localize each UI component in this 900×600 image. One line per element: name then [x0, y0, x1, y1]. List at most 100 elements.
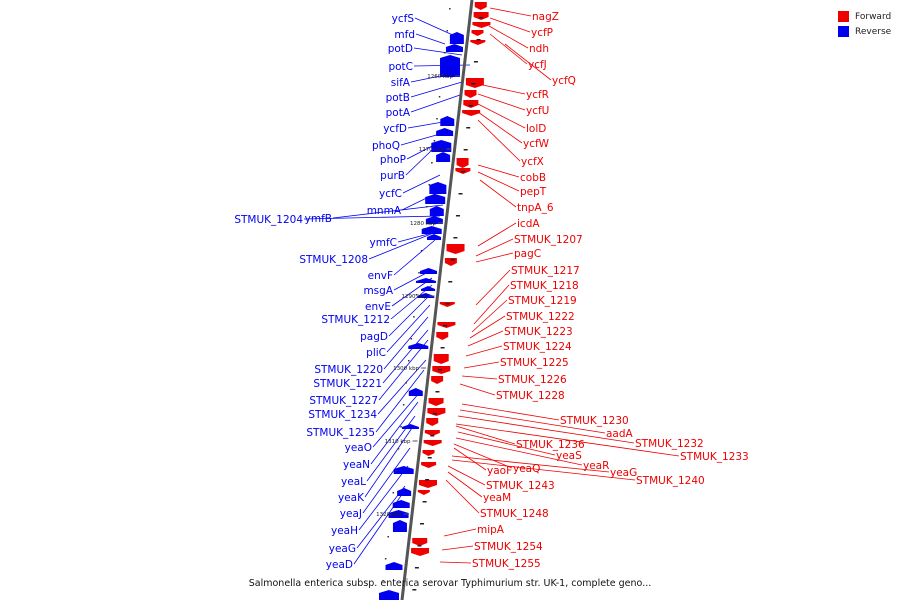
forward-gene-label[interactable]: yeaS: [556, 450, 582, 462]
forward-gene-label[interactable]: STMUK_1228: [496, 390, 565, 402]
forward-feature[interactable]: [412, 538, 428, 546]
forward-feature[interactable]: [431, 376, 444, 384]
forward-gene-label[interactable]: ycfX: [521, 156, 544, 168]
reverse-gene-label[interactable]: yeaN: [343, 459, 370, 471]
reverse-gene-label[interactable]: envE: [365, 301, 391, 313]
reverse-gene-label[interactable]: STMUK_1208: [299, 254, 368, 266]
forward-gene-label[interactable]: yaoF: [487, 465, 512, 477]
reverse-gene-label[interactable]: STMUK_1221: [313, 378, 382, 390]
reverse-gene-label[interactable]: STMUK_1204: [234, 214, 303, 226]
reverse-feature[interactable]: [440, 116, 455, 126]
forward-gene-label[interactable]: STMUK_1226: [498, 374, 567, 386]
reverse-gene-label[interactable]: STMUK_1234: [308, 409, 377, 421]
reverse-gene-label[interactable]: STMUK_1220: [314, 364, 383, 376]
reverse-gene-label[interactable]: potB: [386, 92, 410, 104]
forward-gene-label[interactable]: tnpA_6: [517, 202, 554, 214]
reverse-feature[interactable]: [429, 182, 447, 194]
reverse-gene-label[interactable]: yeaJ: [340, 508, 362, 520]
reverse-feature[interactable]: [425, 216, 443, 224]
reverse-gene-label[interactable]: potA: [386, 107, 411, 119]
reverse-feature[interactable]: [436, 152, 451, 162]
forward-gene-label[interactable]: yeaQ: [513, 463, 540, 475]
reverse-gene-label[interactable]: yeaH: [331, 525, 358, 537]
forward-gene-label[interactable]: yeaG: [610, 467, 637, 479]
forward-gene-label[interactable]: yeaR: [583, 460, 609, 472]
forward-gene-label[interactable]: lolD: [526, 123, 546, 135]
reverse-feature[interactable]: [392, 520, 407, 532]
reverse-feature[interactable]: [421, 286, 436, 291]
reverse-feature[interactable]: [379, 590, 399, 600]
reverse-feature[interactable]: [385, 562, 403, 570]
forward-feature[interactable]: [472, 22, 491, 28]
reverse-feature[interactable]: [445, 44, 463, 52]
reverse-gene-label[interactable]: mnmA: [367, 205, 402, 217]
forward-gene-label[interactable]: STMUK_1225: [500, 357, 569, 369]
reverse-gene-label[interactable]: yeaG: [329, 543, 356, 555]
forward-feature[interactable]: [419, 480, 437, 488]
forward-gene-label[interactable]: STMUK_1233: [680, 451, 749, 463]
forward-feature[interactable]: [464, 90, 477, 98]
reverse-feature[interactable]: [397, 488, 412, 496]
forward-gene-label[interactable]: STMUK_1224: [503, 341, 572, 353]
forward-gene-label[interactable]: STMUK_1232: [635, 438, 704, 450]
reverse-gene-label[interactable]: phoP: [380, 154, 406, 166]
reverse-feature[interactable]: [408, 343, 429, 349]
reverse-feature[interactable]: [388, 510, 409, 518]
forward-gene-label[interactable]: STMUK_1236: [516, 439, 585, 451]
forward-feature[interactable]: [421, 462, 437, 468]
forward-gene-label[interactable]: ycfQ: [552, 75, 576, 87]
forward-gene-label[interactable]: ycfU: [526, 105, 549, 117]
forward-feature[interactable]: [426, 418, 439, 426]
reverse-feature[interactable]: [429, 206, 444, 216]
forward-gene-label[interactable]: mipA: [477, 524, 505, 536]
reverse-gene-label[interactable]: sifA: [391, 77, 411, 89]
reverse-gene-label[interactable]: envF: [368, 270, 393, 282]
reverse-gene-label[interactable]: phoQ: [372, 140, 400, 152]
forward-feature[interactable]: [428, 398, 444, 406]
forward-gene-label[interactable]: ycfJ: [528, 59, 547, 71]
forward-gene-label[interactable]: pagC: [514, 248, 541, 260]
reverse-gene-label[interactable]: msgA: [363, 285, 393, 297]
forward-feature[interactable]: [462, 110, 481, 116]
forward-gene-label[interactable]: STMUK_1207: [514, 234, 583, 246]
forward-feature[interactable]: [456, 158, 469, 168]
forward-gene-label[interactable]: icdA: [517, 218, 540, 230]
reverse-gene-label[interactable]: ycfS: [392, 13, 415, 25]
forward-gene-label[interactable]: STMUK_1230: [560, 415, 629, 427]
reverse-feature[interactable]: [401, 424, 419, 429]
forward-feature[interactable]: [424, 430, 440, 436]
reverse-feature[interactable]: [425, 194, 446, 204]
reverse-gene-label[interactable]: STMUK_1235: [306, 427, 375, 439]
reverse-feature[interactable]: [449, 32, 464, 44]
reverse-feature[interactable]: [415, 278, 436, 283]
reverse-gene-label[interactable]: ycfD: [383, 123, 407, 135]
forward-gene-label[interactable]: yeaM: [483, 492, 511, 504]
forward-feature[interactable]: [427, 408, 446, 416]
reverse-gene-label[interactable]: ycfC: [379, 188, 402, 200]
reverse-gene-label[interactable]: potD: [388, 43, 413, 55]
reverse-feature[interactable]: [393, 466, 414, 474]
reverse-gene-label[interactable]: ymfC: [370, 237, 397, 249]
reverse-feature[interactable]: [440, 55, 461, 77]
reverse-gene-label[interactable]: yeaO: [345, 442, 372, 454]
forward-gene-label[interactable]: ycfR: [526, 89, 549, 101]
forward-gene-label[interactable]: STMUK_1243: [486, 480, 555, 492]
reverse-feature[interactable]: [420, 268, 438, 274]
reverse-feature[interactable]: [427, 234, 441, 240]
reverse-gene-label[interactable]: potC: [388, 61, 413, 73]
forward-gene-label[interactable]: ndh: [529, 43, 549, 55]
forward-gene-label[interactable]: STMUK_1222: [506, 311, 575, 323]
reverse-gene-label[interactable]: pliC: [366, 347, 386, 359]
forward-gene-label[interactable]: STMUK_1255: [472, 558, 541, 570]
reverse-gene-label[interactable]: purB: [380, 170, 405, 182]
forward-feature[interactable]: [433, 354, 449, 364]
forward-feature[interactable]: [474, 2, 487, 10]
forward-gene-label[interactable]: nagZ: [532, 11, 559, 23]
reverse-gene-label[interactable]: pagD: [360, 331, 388, 343]
forward-feature[interactable]: [470, 40, 486, 45]
reverse-gene-label[interactable]: yeaL: [341, 476, 366, 488]
forward-feature[interactable]: [423, 440, 442, 446]
reverse-feature[interactable]: [408, 388, 423, 396]
forward-feature[interactable]: [411, 548, 430, 556]
forward-gene-label[interactable]: STMUK_1248: [480, 508, 549, 520]
